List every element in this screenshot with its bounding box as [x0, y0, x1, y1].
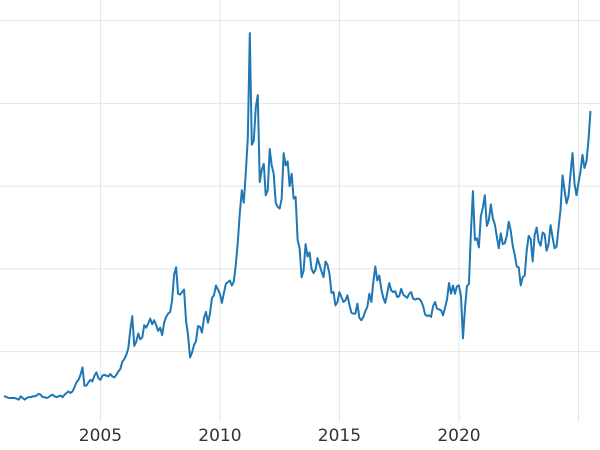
price-series-line [3, 32, 592, 401]
x-axis-tick-label: 2005 [79, 426, 122, 446]
x-axis-tick-label: 2020 [437, 426, 480, 446]
x-axis-tick-label: 2010 [198, 426, 241, 446]
x-axis-tick-label: 2015 [318, 426, 361, 446]
